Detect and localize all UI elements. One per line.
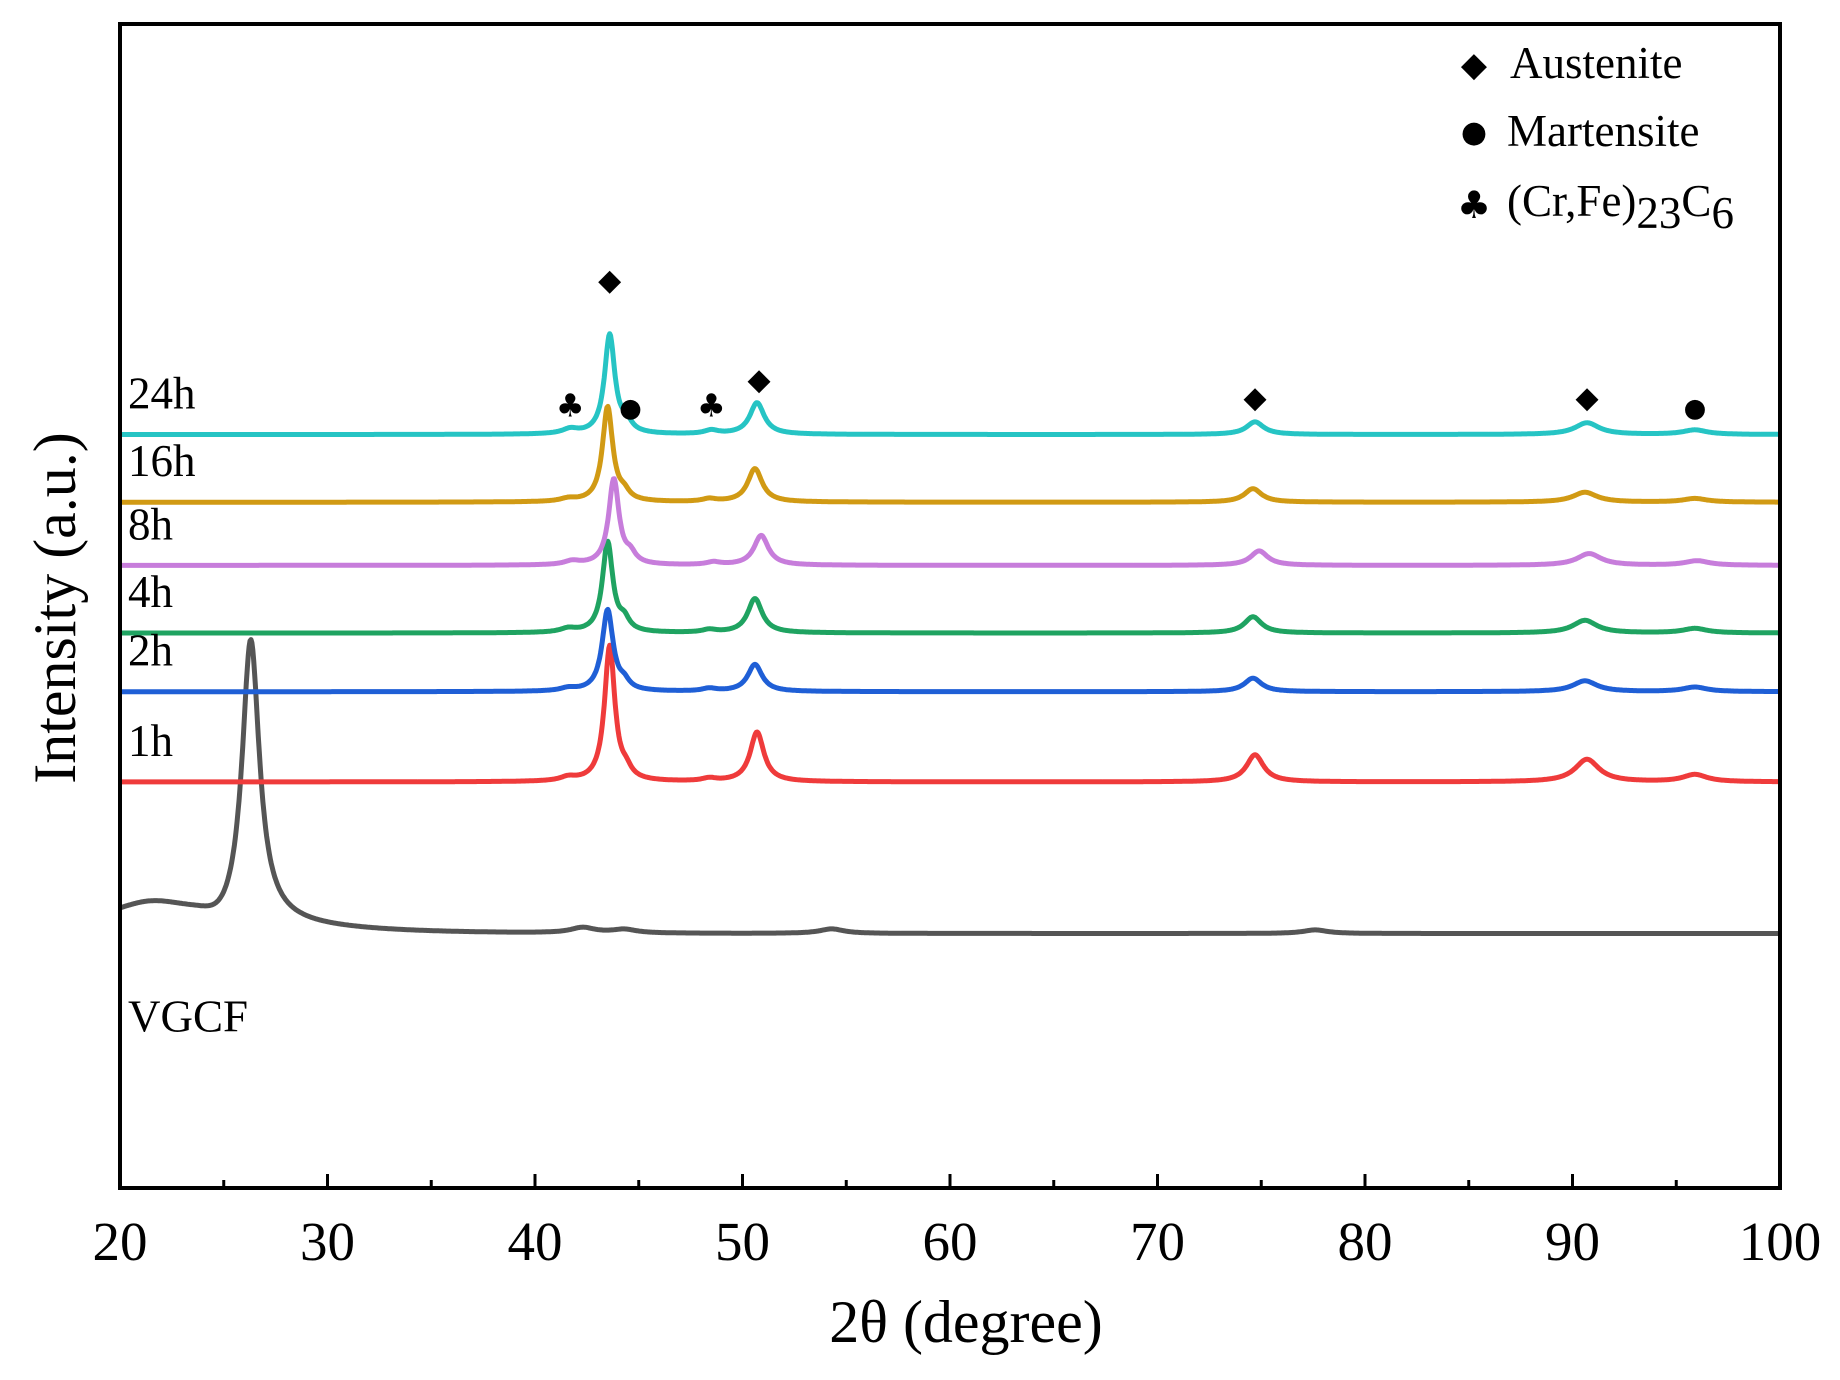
x-tick-label: 40 — [508, 1211, 563, 1272]
x-tick-label: 90 — [1545, 1211, 1600, 1272]
x-tick-label: 80 — [1338, 1211, 1393, 1272]
x-tick-label: 20 — [93, 1211, 148, 1272]
series-label-vgcf: VGCF — [128, 991, 248, 1041]
legend-martensite-label: Martensite — [1507, 106, 1699, 156]
x-tick-label: 60 — [923, 1211, 978, 1272]
series-line-8h — [118, 476, 1782, 568]
phase-marker: ◆ — [598, 263, 621, 298]
phase-markers: ◆ ● ♣ ♣ ◆ ◆ ◆ ● — [556, 263, 1706, 424]
series-line-4h — [118, 538, 1782, 636]
plot-area — [118, 331, 1782, 936]
phase-marker: ◆ — [748, 362, 771, 397]
series-line-1h — [118, 642, 1782, 785]
x-axis-title: 2θ (degree) — [829, 1289, 1103, 1355]
phase-marker: ● — [619, 394, 642, 424]
phase-marker: ♣ — [556, 387, 585, 425]
series-label-16h: 16h — [128, 436, 196, 486]
x-tick-label: 50 — [715, 1211, 770, 1272]
series-labels: VGCF 1h 2h 4h 8h 16h 24h — [128, 369, 248, 1042]
series-line-vgcf — [118, 637, 1782, 936]
x-tick-label: 100 — [1739, 1211, 1822, 1272]
x-tick-label: 70 — [1130, 1211, 1185, 1272]
series-label-1h: 1h — [128, 716, 173, 766]
series-line-16h — [118, 403, 1782, 505]
phase-marker: ◆ — [1575, 380, 1598, 415]
legend-carbide-sub1: 23 — [1636, 188, 1681, 238]
series-label-8h: 8h — [128, 499, 173, 549]
legend: ◆ Austenite ● Martensite ♣ (Cr,Fe)23C6 — [1457, 38, 1734, 238]
legend-carbide-mid: C — [1681, 176, 1711, 226]
phase-marker: ◆ — [1243, 380, 1266, 415]
series-line-24h — [118, 331, 1782, 437]
legend-carbide-symbol: ♣ — [1457, 183, 1491, 227]
series-line-2h — [118, 606, 1782, 695]
series-label-24h: 24h — [128, 369, 196, 419]
legend-carbide-label: (Cr,Fe)23C6 — [1507, 176, 1734, 238]
legend-austenite-symbol: ◆ — [1461, 45, 1488, 85]
series-label-4h: 4h — [128, 567, 173, 617]
legend-martensite-symbol: ● — [1461, 115, 1487, 150]
y-axis-title: Intensity (a.u.) — [22, 432, 88, 784]
x-tick-label: 30 — [300, 1211, 355, 1272]
legend-carbide-sub2: 6 — [1711, 188, 1734, 238]
legend-carbide-main: (Cr,Fe) — [1507, 176, 1636, 226]
phase-marker: ♣ — [697, 387, 726, 425]
series-label-2h: 2h — [128, 626, 173, 676]
legend-austenite-label: Austenite — [1510, 38, 1682, 88]
phase-marker: ● — [1684, 394, 1707, 424]
x-axis: 20 30 40 50 60 70 80 90 100 — [93, 1174, 1822, 1272]
